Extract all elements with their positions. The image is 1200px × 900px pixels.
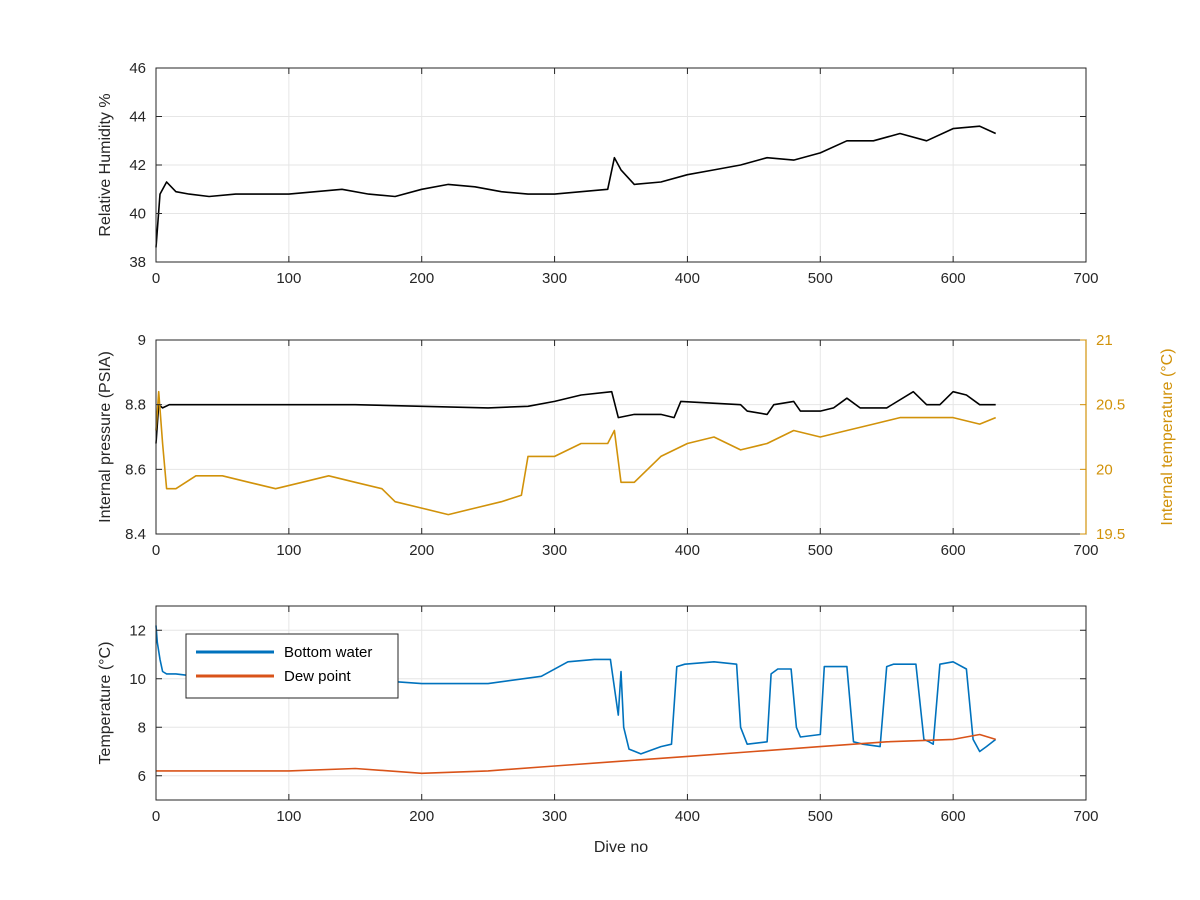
- y-tick-label: 46: [129, 60, 146, 77]
- y-tick-label: 42: [129, 157, 146, 174]
- x-tick-label: 500: [808, 542, 833, 559]
- x-tick-label: 200: [409, 542, 434, 559]
- chart-panel-3: 0 100 200 300 400 500 600 700 6 8 10 12 Temperature …: [97, 605, 1099, 856]
- right-y-tick-label: 19.5: [1096, 526, 1125, 543]
- right-y-tick-label: 21: [1096, 332, 1113, 349]
- y-tick-label: 12: [129, 622, 146, 639]
- x-axis-label: Dive no: [594, 839, 648, 856]
- x-tick-label: 700: [1073, 542, 1098, 559]
- x-tick-label: 100: [276, 542, 301, 559]
- series-line-2: [155, 390, 997, 516]
- x-tick-label: 600: [941, 542, 966, 559]
- x-tick-label: 0: [152, 270, 160, 287]
- x-tick-label: 700: [1073, 808, 1098, 825]
- x-tick-label: 400: [675, 270, 700, 287]
- legend-label: Bottom water: [284, 644, 372, 661]
- y-axis-label: Relative Humidity %: [97, 93, 114, 236]
- plot-area: [156, 340, 1086, 534]
- y-axis-label: Temperature (°C): [97, 642, 114, 765]
- series-line-1: [155, 125, 997, 248]
- right-y-tick-label: 20: [1096, 461, 1113, 478]
- y-tick-label: 10: [129, 671, 146, 688]
- x-tick-label: 200: [409, 270, 434, 287]
- x-tick-label: 300: [542, 808, 567, 825]
- x-tick-label: 400: [675, 808, 700, 825]
- x-tick-label: 100: [276, 808, 301, 825]
- y-tick-label: 44: [129, 109, 146, 126]
- legend-box: [185, 633, 399, 699]
- x-tick-label: 300: [542, 270, 567, 287]
- y-tick-label: 8.6: [125, 461, 146, 478]
- legend: Bottom water Dew point: [185, 633, 399, 699]
- y-tick-label: 8.8: [125, 397, 146, 414]
- series-line-1: [155, 390, 996, 444]
- y-tick-label: 8: [138, 719, 146, 736]
- axes-frame: [155, 605, 1087, 801]
- y-tick-label: 8.4: [125, 526, 146, 543]
- right-y-tick-label: 20.5: [1096, 397, 1125, 414]
- x-tick-label: 200: [409, 808, 434, 825]
- x-tick-label: 0: [152, 542, 160, 559]
- y-tick-label: 38: [129, 254, 146, 271]
- y-tick-label: 9: [138, 332, 146, 349]
- x-tick-label: 300: [542, 542, 567, 559]
- x-tick-label: 400: [675, 542, 700, 559]
- x-tick-label: 700: [1073, 270, 1098, 287]
- right-y-axis-label: Internal temperature (°C): [1159, 348, 1176, 525]
- legend-label: Dew point: [284, 668, 352, 685]
- x-tick-label: 600: [941, 270, 966, 287]
- y-tick-label: 6: [138, 768, 146, 785]
- x-tick-label: 500: [808, 270, 833, 287]
- y-tick-label: 40: [129, 206, 146, 223]
- x-tick-label: 100: [276, 270, 301, 287]
- chart-panel-1: 0 100 200 300 400 500 600 700 38 40 42 44 46 Relative…: [97, 60, 1099, 287]
- x-tick-label: 500: [808, 808, 833, 825]
- series-line-dew-point: [156, 733, 996, 775]
- y-axis-label: Internal pressure (PSIA): [97, 351, 114, 523]
- x-tick-label: 600: [941, 808, 966, 825]
- x-tick-label: 0: [152, 808, 160, 825]
- chart-panel-2: 0 100 200 300 400 500 600 700 8.4 8.6 8.8 9 19.5 20 20…: [97, 332, 1176, 559]
